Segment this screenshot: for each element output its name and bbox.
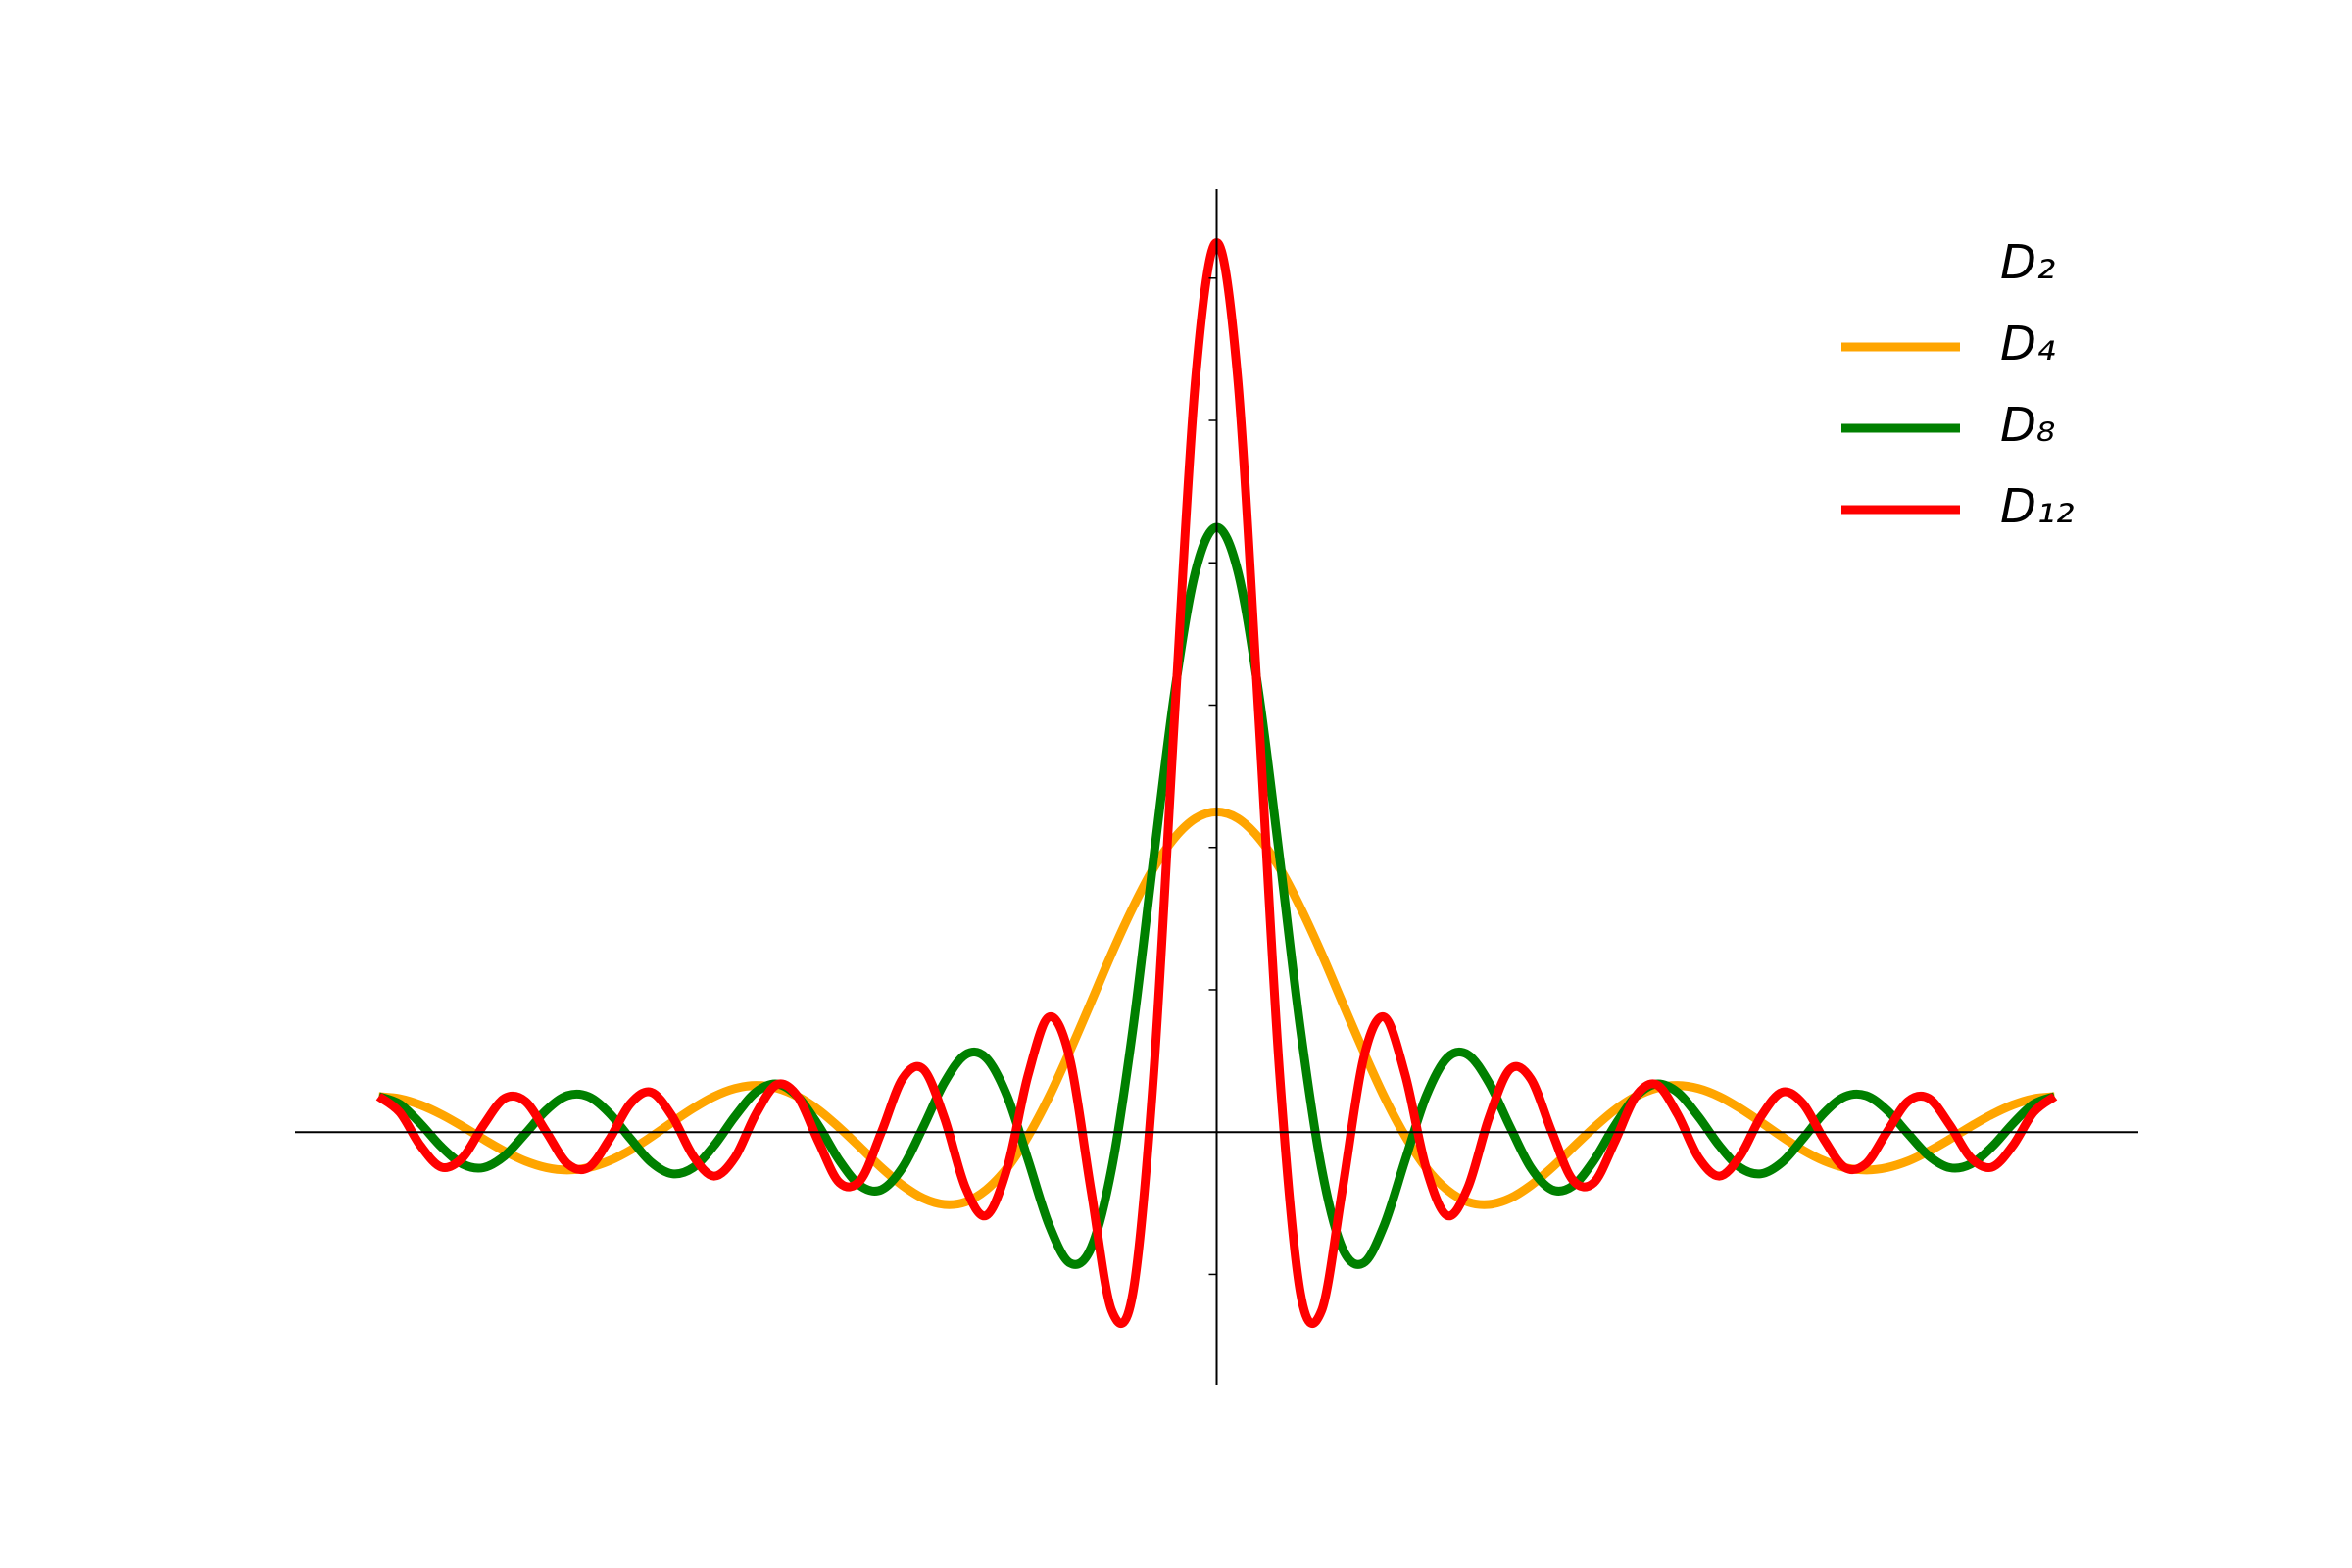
legend-label: D₁₂: [2000, 479, 2074, 534]
legend-label: D₄: [2000, 317, 2055, 371]
legend-label: D₈: [2000, 398, 2055, 453]
legend-label: D₂: [2000, 235, 2055, 290]
